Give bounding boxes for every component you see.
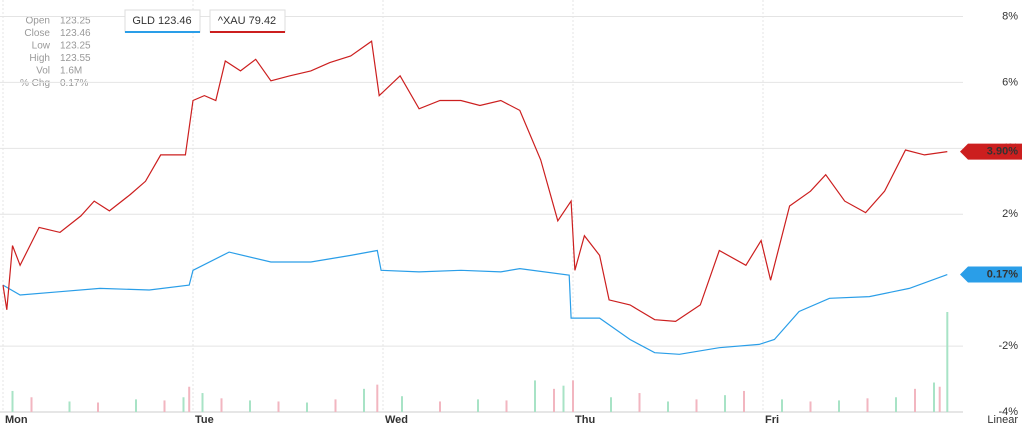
y-tick-label: 8% [1002, 10, 1018, 22]
volume-bar [938, 386, 941, 412]
y-tick-label: -4% [998, 406, 1018, 418]
volume-bar [97, 402, 99, 412]
volume-bar [277, 401, 280, 412]
info-label: High [29, 53, 50, 64]
volume-bar [201, 393, 204, 412]
info-value: 1.6M [60, 66, 82, 77]
volume-bar [163, 400, 166, 412]
volume-bar [439, 401, 441, 412]
volume-bar [695, 399, 698, 412]
x-tick-label: Wed [385, 414, 408, 426]
volume-bar [743, 390, 745, 412]
x-tick-label: Thu [575, 414, 595, 426]
volume-bar [933, 382, 935, 412]
volume-bar [534, 380, 536, 412]
volume-bar [562, 385, 565, 412]
legend-label: ^XAU 79.42 [218, 15, 276, 27]
volume-bar [249, 400, 251, 412]
volume-bar [334, 399, 337, 412]
info-label: Open [26, 16, 50, 27]
volume-bar [220, 398, 223, 412]
series-line [2, 249, 948, 355]
info-value: 123.25 [60, 16, 91, 27]
price-badge [960, 143, 1022, 160]
volume-bar [505, 400, 508, 412]
info-label: % Chg [20, 78, 50, 89]
x-tick-label: Fri [765, 414, 779, 426]
x-tick-label: Tue [195, 414, 214, 426]
badge-label: 0.17% [987, 268, 1018, 280]
y-tick-label: 6% [1002, 76, 1018, 88]
volume-bar [667, 401, 669, 412]
legend-label: GLD 123.46 [132, 15, 191, 27]
info-label: Vol [36, 66, 50, 77]
scale-label: Linear [987, 414, 1018, 426]
info-panel: Open 123.25 Close 123.46 Low 123.25 High 123.55… [20, 16, 91, 90]
volume-bar [188, 386, 191, 412]
volume-bar [30, 397, 33, 412]
y-tick-label: 2% [1002, 208, 1018, 220]
volume-bar [610, 397, 612, 412]
volume-bar [306, 402, 308, 412]
volume-bar [866, 398, 869, 412]
volume-bar [135, 399, 137, 412]
volume-bar [182, 397, 185, 412]
volume-bar [68, 401, 71, 412]
volume-bar [946, 312, 949, 412]
volume-bar [572, 380, 574, 412]
info-value: 0.17% [60, 78, 88, 89]
y-tick-label: -2% [998, 340, 1018, 352]
volume-bar [914, 388, 916, 412]
volume-bar [781, 399, 783, 412]
info-label: Low [32, 41, 51, 52]
info-label: Close [24, 28, 50, 39]
volume-bar [724, 395, 726, 412]
volume-bar [376, 384, 379, 412]
series-line [2, 40, 948, 323]
info-value: 123.25 [60, 41, 91, 52]
volume-bar [477, 399, 479, 412]
info-value: 123.46 [60, 28, 91, 39]
info-value: 123.55 [60, 53, 91, 64]
badge-label: 3.90% [987, 146, 1018, 158]
x-tick-label: Mon [5, 414, 28, 426]
volume-bar [11, 390, 14, 412]
volume-bar [895, 397, 897, 412]
volume-bar [638, 393, 641, 412]
volume-bar [401, 396, 403, 412]
volume-bar [363, 388, 365, 412]
volume-bar [838, 400, 840, 412]
volume-bar [809, 401, 812, 412]
price-badge [960, 266, 1022, 283]
volume-bar [553, 388, 555, 412]
